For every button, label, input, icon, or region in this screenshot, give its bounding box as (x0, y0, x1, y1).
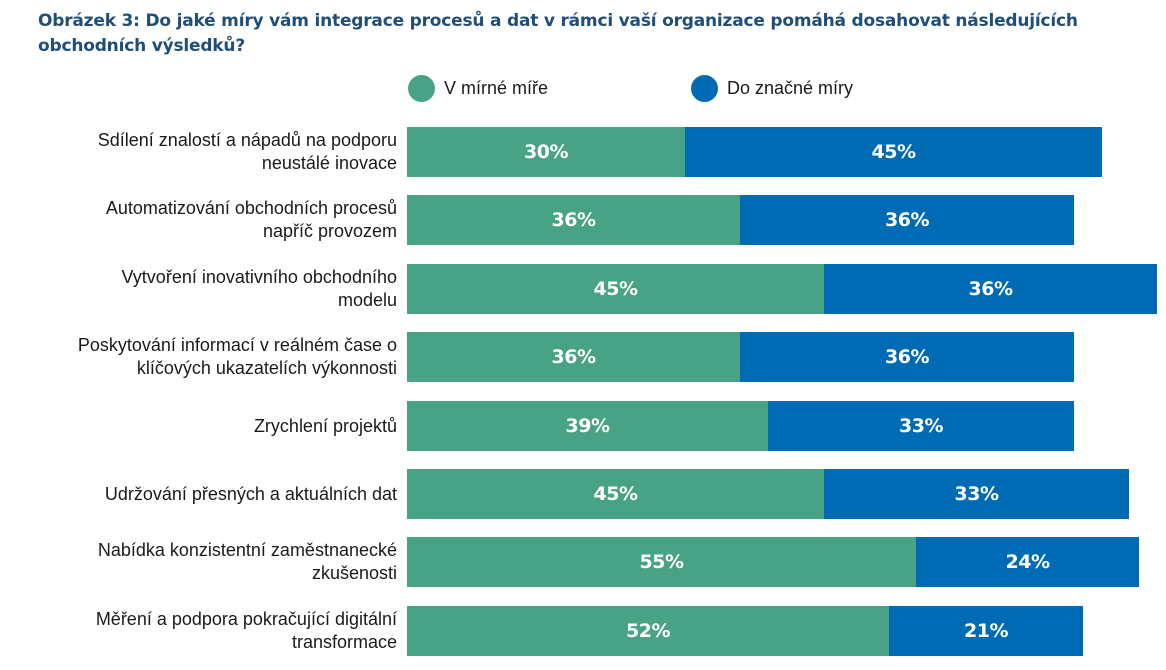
legend-item-moderate: V mírné míře (408, 74, 548, 102)
bar-segment-moderate: 30% (407, 127, 685, 177)
legend-label-moderate: V mírné míře (444, 77, 549, 98)
legend-item-significant: Do značné míry (691, 74, 853, 102)
data-label: 24% (1005, 551, 1050, 573)
legend-label-significant: Do značné míry (727, 77, 854, 98)
bar-segment-significant: 33% (824, 469, 1129, 519)
bar-segment-significant: 45% (685, 127, 1102, 177)
category-label-text: Nabídka konzistentní zaměstnanecké zkušen… (97, 540, 397, 583)
category-label: Nabídka konzistentní zaměstnanecké zkušen… (7, 537, 397, 587)
bar-segment-moderate: 39% (407, 401, 768, 451)
data-label: 36% (885, 346, 929, 368)
category-label-text: Vytvoření inovativního obchodního modelu (121, 267, 397, 310)
data-label: 52% (626, 620, 670, 642)
legend-swatch-significant (691, 74, 718, 102)
bar-segment-significant: 24% (916, 537, 1139, 587)
data-label: 36% (551, 346, 596, 368)
legend: V mírné míře Do značné míry (0, 74, 1166, 102)
bar-segment-moderate: 55% (407, 537, 916, 587)
category-label-text: Automatizování obchodních procesů napříč … (105, 198, 397, 241)
bar-segment-moderate: 36% (407, 195, 740, 245)
category-label-text: Měření a podpora pokračující digitální tr… (95, 609, 397, 652)
bar-segment-significant: 21% (889, 606, 1083, 656)
bar-segment-moderate: 45% (407, 469, 824, 519)
data-label: 36% (551, 209, 596, 231)
category-label: Poskytování informací v reálném čase o kl… (7, 332, 397, 382)
category-label: Zrychlení projektů (7, 401, 397, 451)
legend-swatch-moderate (408, 74, 435, 102)
category-label-text: Zrychlení projektů (253, 415, 397, 436)
category-label: Měření a podpora pokračující digitální tr… (7, 606, 397, 656)
category-label: Vytvoření inovativního obchodního modelu (7, 264, 397, 314)
data-label: 33% (954, 483, 999, 505)
category-label-text: Sdílení znalostí a nápadů na podporu neus… (97, 130, 397, 173)
data-label: 45% (871, 141, 916, 163)
bar-segment-significant: 36% (740, 195, 1074, 245)
data-label: 39% (565, 415, 610, 437)
data-label: 30% (524, 141, 568, 163)
data-label: 36% (885, 209, 929, 231)
chart-title: Obrázek 3: Do jaké míry vám integrace pr… (38, 11, 1078, 56)
category-label-text: Poskytování informací v reálném čase o kl… (77, 335, 397, 378)
data-label: 36% (968, 278, 1013, 300)
category-label: Udržování přesných a aktuálních dat (7, 469, 397, 519)
bar-segment-moderate: 45% (407, 264, 824, 314)
data-label: 45% (593, 278, 638, 300)
bar-segment-moderate: 36% (407, 332, 740, 382)
bar-segment-significant: 33% (768, 401, 1074, 451)
data-label: 33% (899, 415, 943, 437)
category-label-text: Udržování přesných a aktuálních dat (104, 483, 397, 504)
category-label: Sdílení znalostí a nápadů na podporu neus… (7, 127, 397, 177)
category-label: Automatizování obchodních procesů napříč … (7, 195, 397, 245)
data-label: 21% (964, 620, 1008, 642)
bar-segment-significant: 36% (824, 264, 1157, 314)
data-label: 45% (593, 483, 638, 505)
data-label: 55% (639, 551, 684, 573)
bar-segment-significant: 36% (740, 332, 1074, 382)
bar-segment-moderate: 52% (407, 606, 889, 656)
